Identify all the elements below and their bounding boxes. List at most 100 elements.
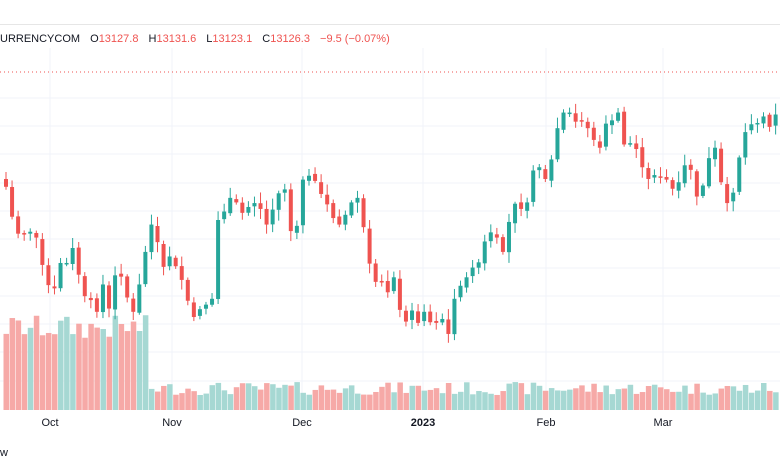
volume-bar (476, 390, 482, 410)
volume-bar (330, 389, 337, 410)
volume-bar (670, 391, 676, 410)
candle-body (658, 176, 663, 178)
candle-body (416, 311, 421, 323)
volume-bar (609, 394, 615, 410)
volume-bar (548, 388, 555, 410)
volume-bar (567, 389, 573, 410)
candle-body (197, 309, 202, 316)
volume-bar (415, 385, 422, 410)
candle-body (549, 159, 554, 181)
x-axis-tick-label: Feb (537, 417, 556, 429)
candle-body (161, 243, 166, 267)
candle-body (385, 281, 390, 293)
candle-body (610, 120, 614, 126)
volume-bar (633, 393, 640, 410)
volume-bar (742, 384, 749, 410)
volume-bar (354, 393, 361, 410)
volume-bar (494, 394, 500, 410)
grid (0, 48, 780, 410)
volume-bar (318, 385, 325, 410)
volume-bar (451, 393, 458, 410)
candle-body (343, 214, 348, 225)
volume-bar (51, 334, 58, 410)
top-toolbar-strip (0, 0, 780, 25)
candle-body (113, 275, 118, 310)
volume-bar (761, 383, 767, 410)
volume-bar (712, 393, 719, 410)
candle-body (40, 239, 45, 265)
candle-body (143, 251, 148, 285)
candle-body (664, 176, 669, 180)
volume-bar (197, 394, 203, 410)
volume-bar (482, 392, 488, 410)
candle-body (46, 265, 51, 286)
candle-body (525, 202, 530, 211)
candle-body (349, 202, 354, 216)
candle-body (173, 257, 178, 267)
candle-body (300, 179, 305, 226)
volume-bar (3, 333, 9, 410)
candle-body (622, 111, 627, 145)
volume-bar (251, 386, 258, 410)
low-value: 13123.1 (212, 33, 253, 45)
volume-bar (379, 386, 385, 410)
close-label: C (262, 33, 271, 45)
volume-bar (88, 323, 94, 410)
ohlc-legend: URRENCYCOM O13127.8 H13131.6 L13123.1 C1… (0, 33, 390, 47)
candle-body (52, 286, 57, 289)
volume-bar (276, 387, 282, 410)
volume-bar (215, 382, 222, 410)
candle-body (410, 310, 415, 320)
volume-bar (621, 388, 628, 410)
volume-bar (167, 384, 173, 410)
candle-body (706, 158, 711, 187)
symbol-name[interactable]: URRENCYCOM (0, 33, 81, 45)
volume-bar (421, 390, 428, 410)
volume-bar (33, 315, 40, 410)
volume-bar (9, 318, 16, 410)
candle-body (373, 263, 378, 282)
volume-bar (112, 315, 119, 410)
volume-bar (191, 391, 197, 410)
candle-body (379, 280, 384, 283)
candle-body (252, 203, 257, 207)
candle-body (331, 203, 336, 219)
volume-bar (694, 383, 700, 410)
volume-bar (245, 383, 252, 410)
volume-bar (597, 392, 603, 410)
volume-bar (118, 323, 125, 410)
candle-body (567, 112, 572, 115)
volume-bar (391, 392, 397, 410)
volume-bar (433, 388, 440, 410)
volume-bar (58, 320, 64, 410)
volume-bar (94, 327, 100, 410)
candle-body (22, 233, 27, 235)
volume-bar (403, 392, 409, 410)
candle-body (537, 167, 542, 171)
candle-body (543, 169, 548, 179)
candle-body (191, 302, 196, 318)
candle-body (185, 279, 190, 301)
volume-bar (39, 335, 46, 410)
volume-bar (288, 385, 294, 410)
volume-bar (736, 390, 743, 410)
candle-body (28, 231, 33, 234)
candle-body (4, 179, 8, 187)
volume-bar (155, 391, 161, 410)
volume-bar (270, 384, 276, 410)
volume-bar (688, 393, 694, 410)
volume-bar (615, 389, 622, 410)
candle-body (216, 220, 221, 299)
volume-bar (64, 316, 70, 410)
candle-body (470, 267, 475, 277)
candlesticks (4, 103, 778, 343)
volume-bar (730, 386, 737, 410)
candle-body (258, 203, 263, 209)
volume-bar (524, 394, 531, 410)
candle-body (646, 168, 651, 179)
candle-body (743, 132, 748, 158)
candle-body (761, 116, 766, 124)
volume-bar (227, 394, 234, 410)
volume-bar (409, 385, 416, 410)
